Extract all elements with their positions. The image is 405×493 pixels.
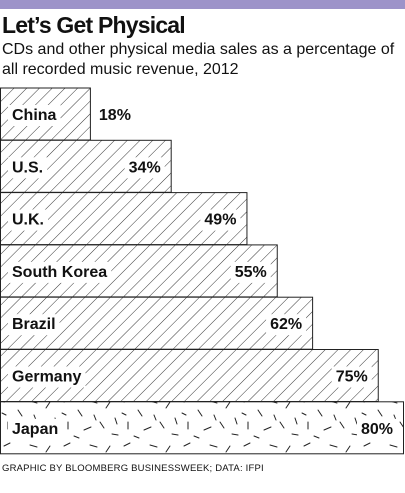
category-label-bg-u-s xyxy=(8,157,48,179)
bar-japan xyxy=(0,401,404,455)
value-label-u-k: 49% xyxy=(204,212,236,229)
category-label-bg-germany xyxy=(8,366,86,388)
value-label-china: 18% xyxy=(99,107,131,124)
top-accent-bar xyxy=(0,0,405,9)
value-label-u-s: 34% xyxy=(129,159,161,176)
category-label-bg-u-k xyxy=(8,209,48,231)
category-label-bg-south-korea xyxy=(8,261,112,283)
value-label-bg-japan xyxy=(356,418,397,440)
value-label-south-korea: 55% xyxy=(235,264,267,281)
category-label-u-s: U.S. xyxy=(12,159,43,176)
category-label-bg-japan xyxy=(8,418,63,440)
value-label-brazil: 62% xyxy=(270,316,302,333)
category-label-germany: Germany xyxy=(12,369,81,386)
category-label-u-k: U.K. xyxy=(12,212,44,229)
category-label-brazil: Brazil xyxy=(12,316,56,333)
value-label-bg-u-k xyxy=(200,209,241,231)
value-label-bg-germany xyxy=(331,366,372,388)
value-label-germany: 75% xyxy=(336,369,368,386)
category-label-bg-brazil xyxy=(8,314,60,336)
category-label-japan: Japan xyxy=(12,421,58,438)
category-label-south-korea: South Korea xyxy=(12,264,107,281)
category-label-china: China xyxy=(12,107,57,124)
value-label-bg-brazil xyxy=(266,314,307,336)
chart-subtitle: CDs and other physical media sales as a … xyxy=(2,41,395,78)
source-credit: GRAPHIC BY BLOOMBERG BUSINESSWEEK; DATA:… xyxy=(2,463,264,474)
category-label-bg-china xyxy=(8,105,61,126)
value-label-bg-south-korea xyxy=(230,261,271,283)
value-label-bg-u-s xyxy=(124,157,165,179)
value-label-japan: 80% xyxy=(361,421,393,438)
chart-title: Let’s Get Physical xyxy=(2,12,186,38)
